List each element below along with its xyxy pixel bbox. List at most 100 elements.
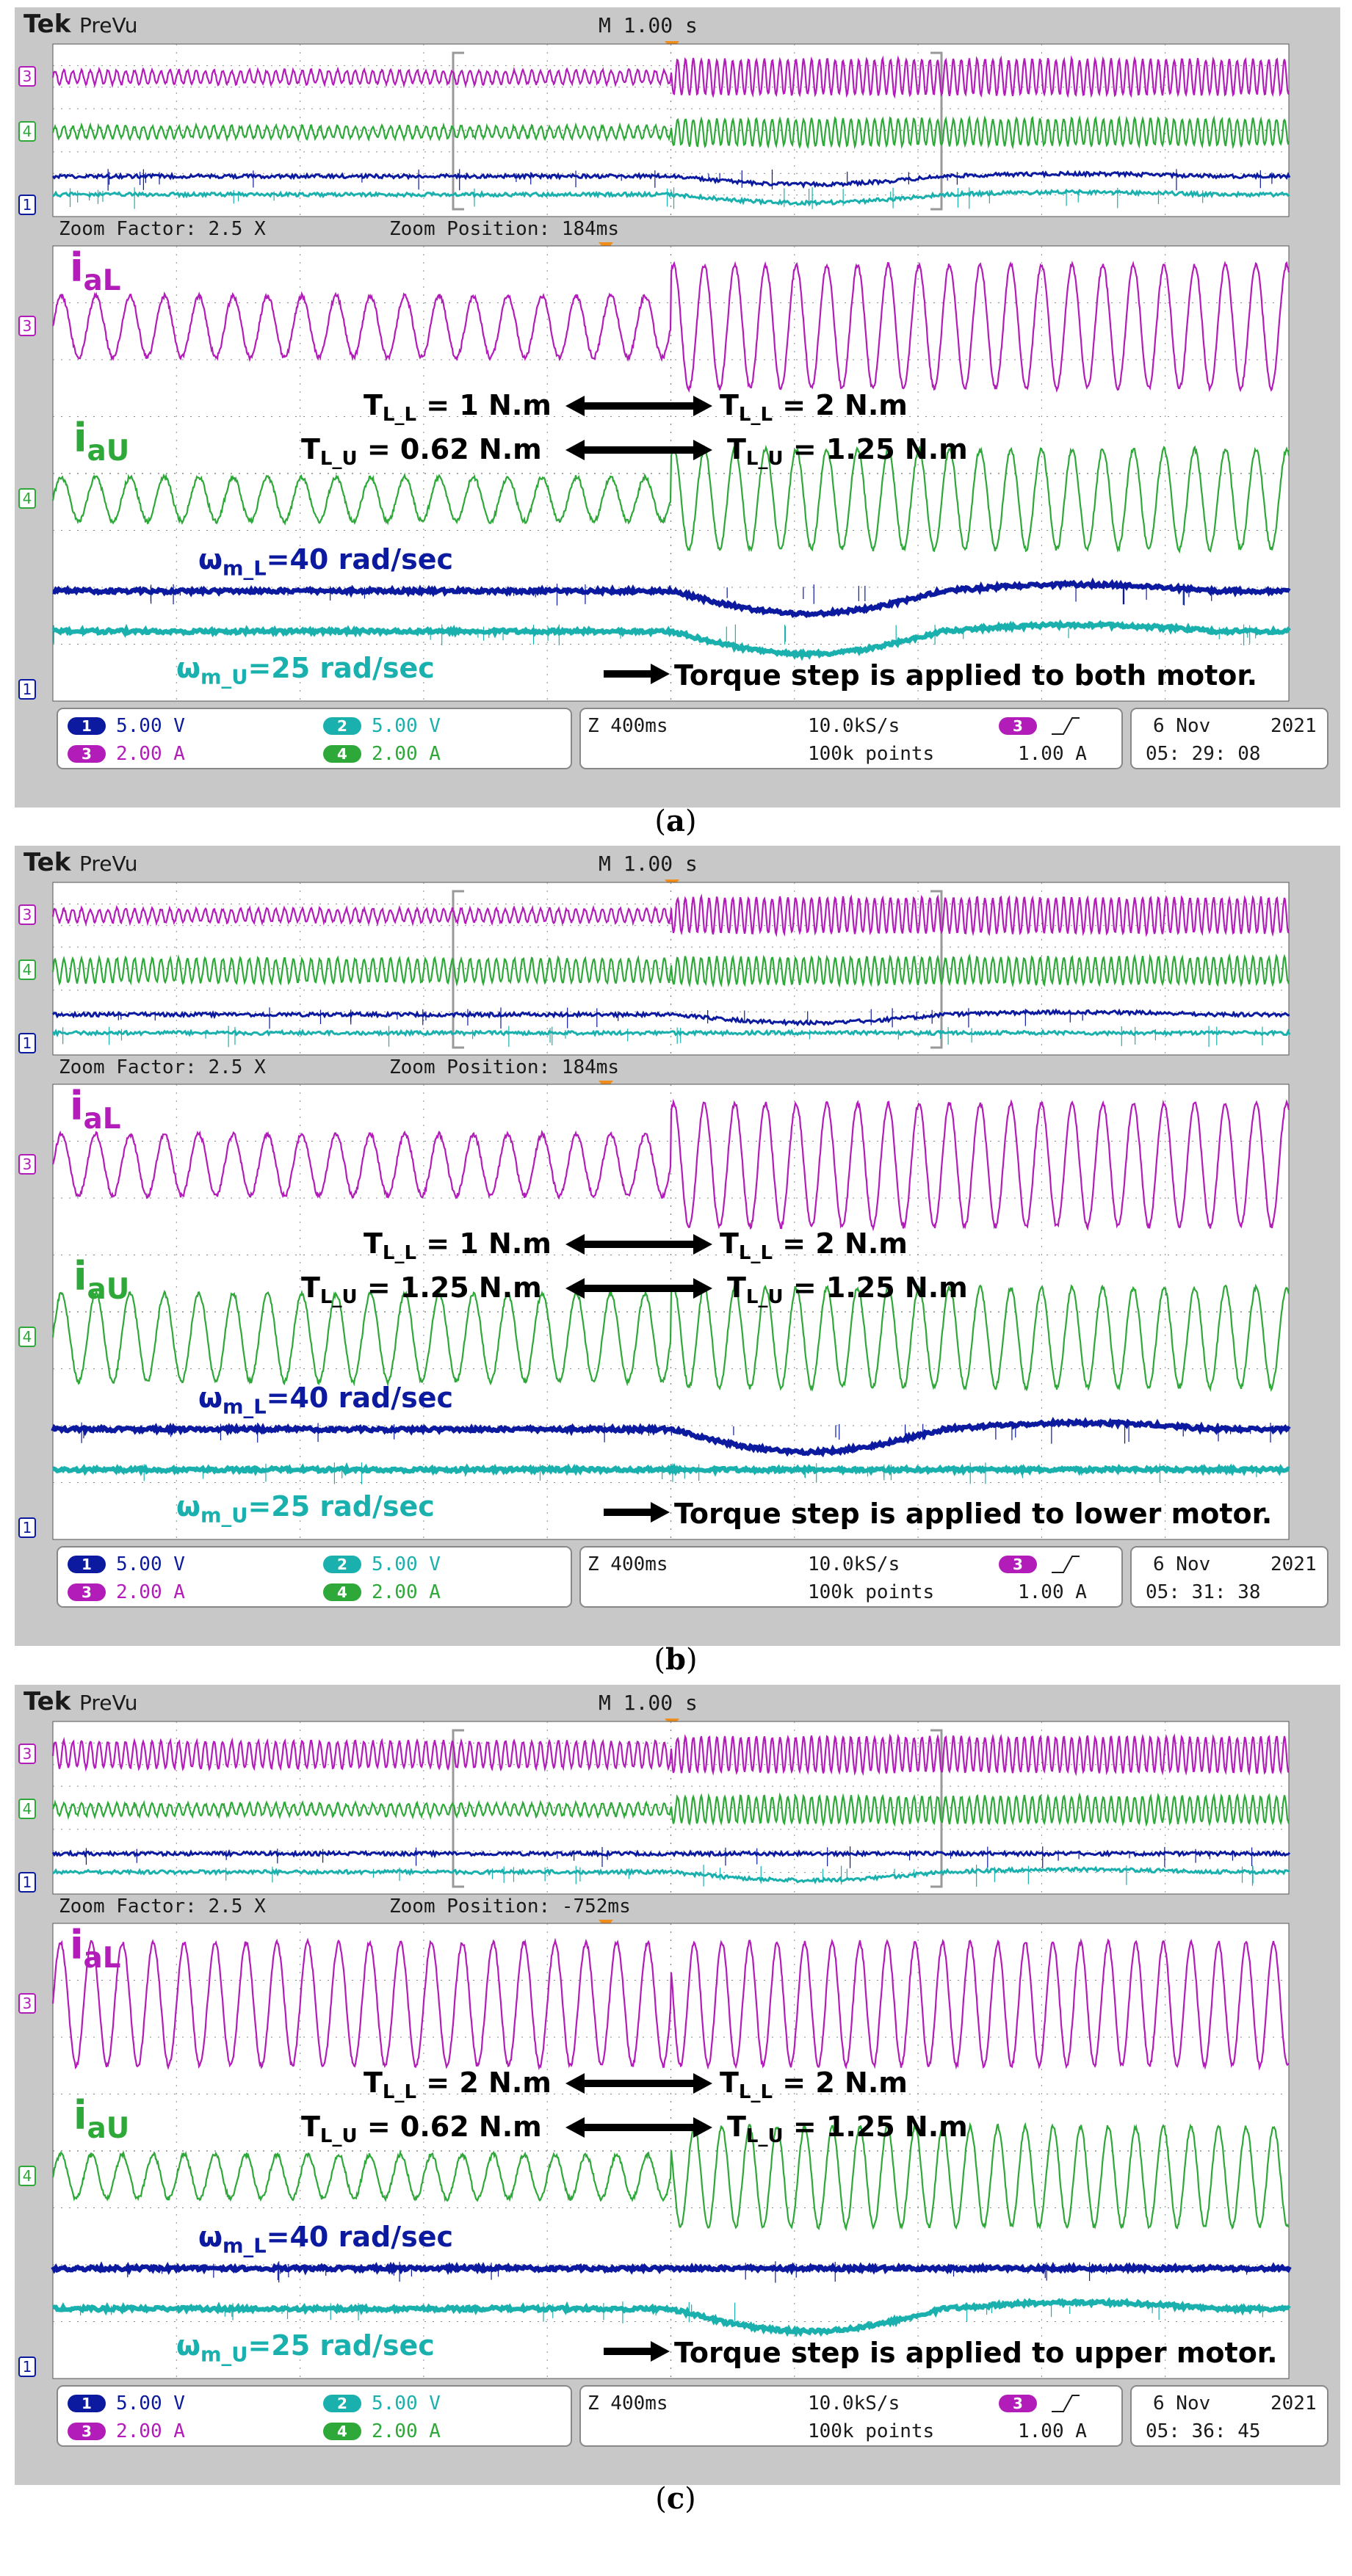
ch2-scale: 5.00 V	[372, 2392, 441, 2414]
panel-caption: (a)	[654, 804, 696, 838]
ch2-scale: 5.00 V	[372, 715, 441, 737]
zoom-bracket-left	[452, 1729, 464, 1888]
time-text: 05: 31: 38	[1146, 1581, 1261, 1603]
caption-open: (	[655, 2482, 667, 2516]
torque-right-lower-pre: T	[720, 1227, 739, 1260]
torque-left-upper-val: = 1.25 N.m	[358, 1271, 542, 1304]
ch4-scale: 2.00 A	[372, 2420, 441, 2442]
sample-rate: 10.0kS/s	[808, 1553, 900, 1575]
label-i-aU-base: i	[73, 1253, 87, 1299]
time-text: 05: 29: 08	[1146, 743, 1261, 765]
torque-right-lower: TL_L = 2 N.m	[720, 389, 908, 426]
label-i-aL-base: i	[70, 1922, 84, 1968]
torque-right-upper-sub: L_U	[746, 2125, 784, 2147]
label-omega-m-U: ωm_U=25 rad/sec	[176, 2329, 435, 2366]
ch3-marker-zoom-label: 3	[23, 1155, 32, 1173]
torque-left-upper-sub: L_U	[320, 1286, 358, 1308]
ch4-pill	[323, 745, 361, 763]
label-omega-m-U-base: ω	[176, 1490, 200, 1523]
rising-edge-icon	[1052, 717, 1080, 735]
zoom-position-label: Zoom Position: -752ms	[389, 1895, 631, 1918]
ch2-pill-num: 2	[337, 2395, 347, 2412]
torque-right-upper-sub: L_U	[746, 448, 784, 470]
ch4-marker-overview	[18, 1799, 36, 1819]
torque-left-upper: TL_U = 0.62 N.m	[301, 433, 542, 470]
label-omega-m-L-base: ω	[198, 543, 223, 576]
scope-panel-b: Tek PreVu M 1.00 s 3 4 1 Zoom Factor: 2.5 X Zoo…	[15, 846, 1340, 1677]
zoom-time: Z 400ms	[588, 2392, 668, 2414]
label-i-aU-base: i	[73, 2092, 87, 2138]
ch1-pill-num: 1	[82, 1556, 92, 1573]
torque-right-upper: TL_U = 1.25 N.m	[727, 433, 968, 470]
torque-left-upper-sub: L_U	[320, 448, 358, 470]
year-text: 2021	[1270, 1553, 1317, 1575]
label-i-aL-sub: aL	[84, 1103, 121, 1136]
ch2-scale: 5.00 V	[372, 1553, 441, 1575]
date-text: 6 Nov	[1153, 1553, 1210, 1575]
ch1-marker-overview	[18, 1033, 36, 1053]
torque-left-upper-val: = 0.62 N.m	[358, 433, 542, 465]
zoom-trace-ch4	[51, 2122, 1290, 2232]
ch3-pill-num: 3	[82, 745, 92, 763]
record-points: 100k points	[808, 743, 934, 765]
arrow-right-row1	[639, 2073, 712, 2094]
overview-trace-ch4	[51, 115, 1290, 150]
ch4-marker-overview-label: 4	[23, 1800, 32, 1818]
ch1-pill	[68, 1556, 106, 1573]
zoom-factor-label: Zoom Factor: 2.5 X	[59, 1895, 266, 1918]
overview-trace-ch1	[51, 170, 1291, 189]
overview-trace-ch3	[51, 55, 1290, 99]
ch4-pill	[323, 2423, 361, 2440]
channel-settings-box	[57, 708, 572, 769]
torque-right-upper: TL_U = 1.25 N.m	[727, 2111, 968, 2147]
label-i-aL-base: i	[70, 244, 84, 291]
torque-left-lower-pre: T	[364, 1227, 383, 1260]
ch4-pill-num: 4	[337, 745, 347, 763]
zoom-factor-label: Zoom Factor: 2.5 X	[59, 1056, 266, 1078]
ch3-marker-overview-label: 3	[23, 1745, 32, 1763]
zoom-trace-ch4	[51, 445, 1290, 554]
ch1-marker-zoom	[18, 679, 36, 700]
label-i-aL: iaL	[70, 1083, 121, 1136]
overview-trace-ch3	[51, 1733, 1290, 1777]
ch1-marker-overview	[18, 1872, 36, 1893]
label-omega-m-L-sub: m_L	[223, 557, 267, 580]
acquisition-box	[579, 708, 1123, 769]
torque-left-lower-sub: L_L	[383, 1242, 416, 1264]
ch4-pill	[323, 1583, 361, 1601]
zoom-factor-label: Zoom Factor: 2.5 X	[59, 218, 266, 240]
label-i-aL-sub: aL	[84, 1942, 121, 1975]
date-text: 6 Nov	[1153, 715, 1210, 737]
ch3-marker-overview	[18, 904, 36, 925]
ch2-pill-num: 2	[337, 717, 347, 735]
ch2-pill	[323, 717, 361, 735]
arrow-left-row2	[565, 1278, 639, 1299]
zoom-trace-ch1	[52, 577, 1291, 619]
brand-name: Tek	[24, 848, 72, 877]
ch3-pill	[68, 1583, 106, 1601]
arrow-left-row1	[565, 396, 639, 416]
mode-text: PreVu	[79, 13, 138, 37]
zoom-trace-ch3	[51, 1098, 1290, 1232]
zoom-trace-ch3	[51, 1937, 1290, 2071]
arrow-left-row1	[565, 2073, 639, 2094]
torque-right-upper-val: = 1.25 N.m	[784, 1271, 968, 1304]
brand-name: Tek	[24, 10, 72, 39]
torque-right-lower-pre: T	[720, 389, 739, 421]
record-points: 100k points	[808, 1581, 934, 1603]
ch1-marker-overview-label: 1	[23, 1034, 32, 1052]
scope-panel-c: Tek PreVu M 1.00 s 3 4 1 Zoom Factor: 2.5 X Zoo…	[15, 1685, 1340, 2516]
torque-right-upper-pre: T	[727, 433, 746, 465]
datetime-box	[1130, 1546, 1328, 1608]
arrow-left-row2	[565, 440, 639, 460]
trigger-source-pill-num: 3	[1013, 1556, 1023, 1573]
zoom-trace-ch2	[51, 2297, 1291, 2337]
label-i-aL: iaL	[70, 1922, 121, 1975]
label-i-aU-base: i	[73, 415, 87, 461]
torque-right-upper-val: = 1.25 N.m	[784, 433, 968, 465]
torque-left-upper-pre: T	[301, 2111, 320, 2143]
ch4-pill-num: 4	[337, 2423, 347, 2440]
timebase-text: M 1.00 s	[599, 1691, 698, 1715]
label-i-aU-sub: aU	[87, 2112, 130, 2145]
caption-letter: c	[667, 2481, 684, 2516]
